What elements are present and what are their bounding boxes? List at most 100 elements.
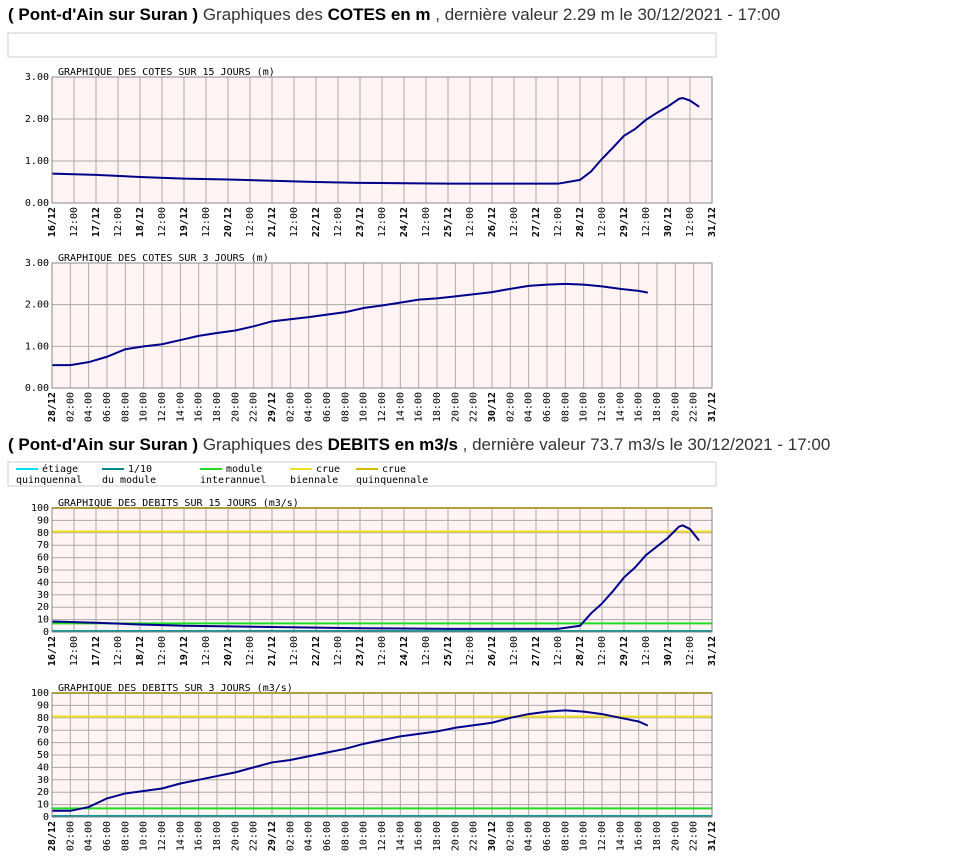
x-tick-label: 20/12 bbox=[223, 207, 234, 237]
y-tick-label: 80 bbox=[37, 713, 49, 724]
y-tick-label: 3.00 bbox=[25, 72, 49, 83]
x-tick-label: 20:00 bbox=[450, 821, 461, 851]
x-tick-label: 31/12 bbox=[707, 207, 718, 237]
data-line bbox=[51, 96, 700, 185]
x-tick-label: 18:00 bbox=[212, 821, 223, 851]
x-tick-label: 04:00 bbox=[524, 392, 535, 422]
x-tick-label: 22/12 bbox=[311, 636, 322, 666]
x-tick-label: 08:00 bbox=[120, 821, 131, 851]
x-tick-label: 12:00 bbox=[69, 207, 80, 237]
x-tick-label: 12:00 bbox=[685, 207, 696, 237]
x-tick-label: 12:00 bbox=[597, 392, 608, 422]
heading-part: ( Pont-d'Ain sur Suran ) bbox=[8, 435, 198, 454]
x-tick-label: 20:00 bbox=[450, 392, 461, 422]
x-tick-label: 22:00 bbox=[689, 821, 700, 851]
x-tick-label: 02:00 bbox=[65, 392, 76, 422]
x-tick-label: 29/12 bbox=[267, 392, 278, 422]
section-heading: ( Pont-d'Ain sur Suran ) Graphiques des … bbox=[8, 5, 780, 24]
x-tick-label: 21/12 bbox=[267, 207, 278, 237]
x-tick-label: 12:00 bbox=[157, 636, 168, 666]
x-tick-label: 12:00 bbox=[641, 636, 652, 666]
heading-part: COTES en m bbox=[328, 5, 431, 24]
x-tick-label: 16:00 bbox=[194, 821, 205, 851]
x-tick-label: 25/12 bbox=[443, 636, 454, 666]
x-tick-label: 04:00 bbox=[524, 821, 535, 851]
y-tick-label: 90 bbox=[37, 700, 49, 711]
x-tick-label: 14:00 bbox=[175, 392, 186, 422]
x-tick-label: 02:00 bbox=[505, 392, 516, 422]
x-tick-label: 06:00 bbox=[102, 392, 113, 422]
x-tick-label: 12:00 bbox=[465, 207, 476, 237]
x-tick-label: 10:00 bbox=[579, 392, 590, 422]
x-tick-label: 17/12 bbox=[91, 636, 102, 666]
x-tick-label: 12:00 bbox=[289, 207, 300, 237]
x-tick-label: 14:00 bbox=[175, 821, 186, 851]
y-tick-label: 0.00 bbox=[25, 383, 49, 394]
x-tick-label: 18:00 bbox=[652, 392, 663, 422]
y-tick-label: 1.00 bbox=[25, 156, 49, 167]
x-tick-label: 12:00 bbox=[553, 636, 564, 666]
y-tick-label: 50 bbox=[37, 750, 49, 761]
plot-frame bbox=[51, 507, 713, 633]
x-tick-label: 23/12 bbox=[355, 636, 366, 666]
x-tick-label: 10:00 bbox=[139, 821, 150, 851]
legend-label: biennale bbox=[290, 475, 338, 486]
data-line bbox=[52, 709, 649, 812]
y-tick-label: 30 bbox=[37, 775, 49, 786]
x-tick-label: 12:00 bbox=[157, 207, 168, 237]
x-tick-label: 14:00 bbox=[395, 821, 406, 851]
legend-label: crue bbox=[316, 464, 340, 475]
legend-label: quinquennal bbox=[16, 475, 82, 486]
x-tick-label: 12:00 bbox=[377, 821, 388, 851]
x-tick-label: 12:00 bbox=[597, 821, 608, 851]
x-tick-label: 10:00 bbox=[359, 821, 370, 851]
y-tick-label: 90 bbox=[37, 515, 49, 526]
y-tick-label: 70 bbox=[37, 540, 49, 551]
y-tick-label: 100 bbox=[31, 688, 49, 699]
data-line bbox=[51, 524, 700, 630]
x-tick-label: 29/12 bbox=[619, 636, 630, 666]
x-tick-label: 18:00 bbox=[432, 821, 443, 851]
x-tick-label: 28/12 bbox=[575, 636, 586, 666]
x-tick-label: 16:00 bbox=[634, 392, 645, 422]
x-tick-label: 06:00 bbox=[542, 392, 553, 422]
heading-part: ( Pont-d'Ain sur Suran ) bbox=[8, 5, 198, 24]
x-tick-label: 04:00 bbox=[304, 392, 315, 422]
x-tick-label: 12:00 bbox=[421, 207, 432, 237]
x-tick-label: 27/12 bbox=[531, 207, 542, 237]
y-tick-label: 60 bbox=[37, 553, 49, 564]
plot-frame bbox=[51, 76, 713, 204]
x-tick-label: 30/12 bbox=[663, 636, 674, 666]
heading-part: , dernière valeur 73.7 m3/s le 30/12/202… bbox=[458, 435, 830, 454]
y-tick-label: 80 bbox=[37, 528, 49, 539]
y-tick-label: 10 bbox=[37, 800, 49, 811]
x-tick-label: 18:00 bbox=[432, 392, 443, 422]
x-tick-label: 12:00 bbox=[509, 636, 520, 666]
x-tick-label: 10:00 bbox=[139, 392, 150, 422]
data-line bbox=[52, 282, 649, 367]
x-tick-label: 08:00 bbox=[560, 821, 571, 851]
x-tick-label: 20:00 bbox=[670, 821, 681, 851]
plot-frame bbox=[51, 692, 713, 818]
x-tick-label: 30/12 bbox=[487, 392, 498, 422]
y-tick-label: 2.00 bbox=[25, 114, 49, 125]
x-tick-label: 30/12 bbox=[663, 207, 674, 237]
x-tick-label: 12:00 bbox=[201, 207, 212, 237]
y-tick-label: 1.00 bbox=[25, 341, 49, 352]
x-tick-label: 21/12 bbox=[267, 636, 278, 666]
y-tick-label: 2.00 bbox=[25, 300, 49, 311]
x-tick-label: 12:00 bbox=[377, 636, 388, 666]
x-tick-label: 02:00 bbox=[505, 821, 516, 851]
x-tick-label: 12:00 bbox=[597, 636, 608, 666]
x-tick-label: 22:00 bbox=[249, 821, 260, 851]
x-tick-label: 22:00 bbox=[249, 392, 260, 422]
y-tick-label: 50 bbox=[37, 565, 49, 576]
x-tick-label: 12:00 bbox=[333, 636, 344, 666]
x-tick-label: 06:00 bbox=[542, 821, 553, 851]
heading-part: DEBITS en m3/s bbox=[328, 435, 458, 454]
x-tick-label: 02:00 bbox=[285, 392, 296, 422]
x-tick-label: 22:00 bbox=[469, 392, 480, 422]
x-tick-label: 29/12 bbox=[267, 821, 278, 851]
y-tick-label: 30 bbox=[37, 590, 49, 601]
x-tick-label: 08:00 bbox=[560, 392, 571, 422]
